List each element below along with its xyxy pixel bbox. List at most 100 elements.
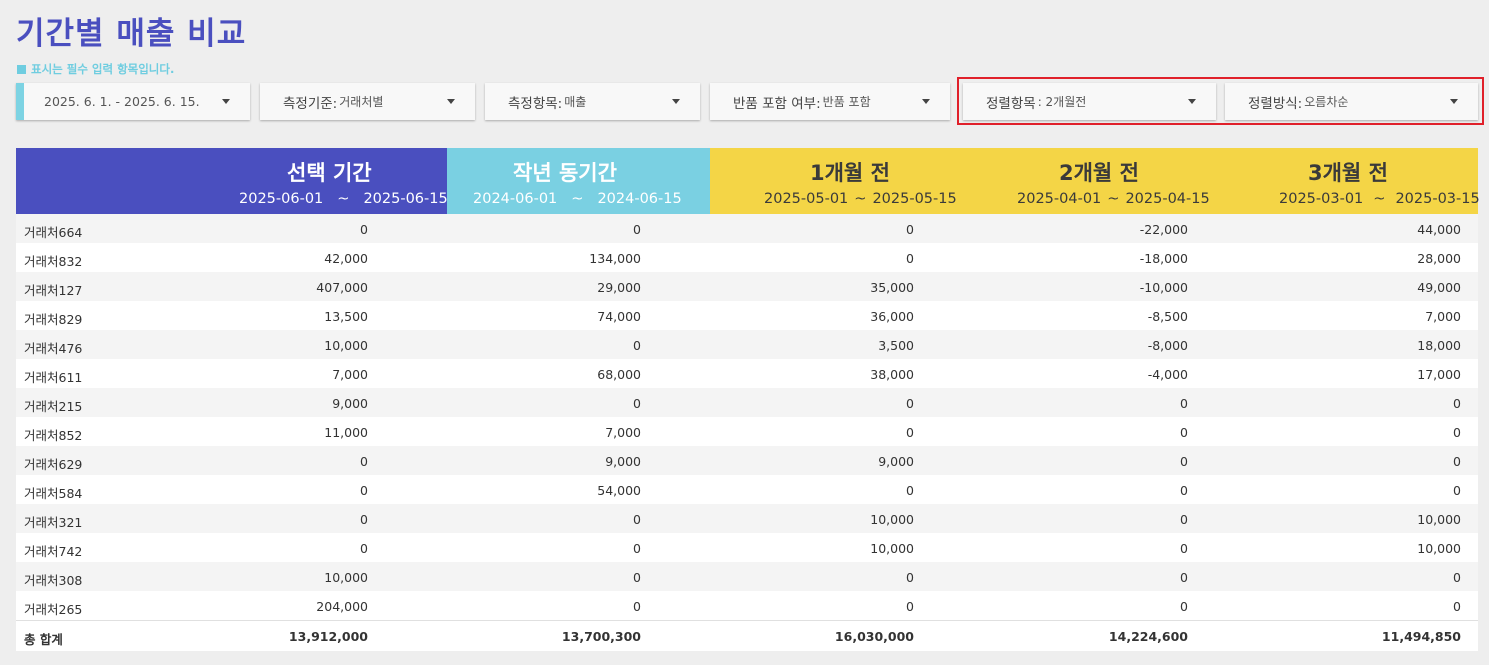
- sales-comparison-table: 선택 기간 2025-06-01 ~ 2025-06-15 작년 동기간 202…: [16, 148, 1480, 651]
- header-end-date: 2025-06-15: [363, 191, 448, 207]
- row-name: 거래처629: [24, 457, 83, 472]
- measure-basis-value: 거래처별: [339, 95, 384, 109]
- total-2-month: 14,224,600: [1108, 629, 1188, 644]
- cell-1-month: 0: [906, 570, 914, 585]
- cell-selected: 0: [360, 483, 368, 498]
- cell-3-month: 44,000: [1417, 222, 1461, 237]
- row-name: 거래처127: [24, 283, 83, 298]
- cell-1-month: 0: [906, 396, 914, 411]
- header-title: 작년 동기간: [513, 161, 617, 185]
- returns-value: 반품 포함: [822, 95, 871, 109]
- header-tilde: ~: [1107, 191, 1120, 207]
- cell-3-month: 28,000: [1417, 251, 1461, 266]
- cell-1-month: 0: [906, 599, 914, 614]
- table-row: 거래처664 0 0 0 -22,000 44,000: [16, 214, 1478, 243]
- cell-1-month: 38,000: [870, 367, 914, 382]
- row-name: 거래처308: [24, 573, 83, 588]
- cell-1-month: 10,000: [870, 541, 914, 556]
- header-title-2-month: 2개월 전: [1059, 161, 1139, 185]
- cell-selected: 42,000: [324, 251, 368, 266]
- header-end-date: 2025-03-15: [1395, 191, 1480, 207]
- header-blank-cell: [16, 148, 231, 214]
- header-tilde: ~: [1373, 191, 1386, 207]
- table-header: 선택 기간 2025-06-01 ~ 2025-06-15 작년 동기간 202…: [16, 148, 1480, 214]
- cell-last-year: 29,000: [597, 280, 641, 295]
- sort-order-dropdown[interactable]: 정렬방식: 오름차순: [1225, 83, 1478, 120]
- cell-2-month: 0: [1180, 396, 1188, 411]
- total-label: 총 합계: [24, 632, 63, 647]
- total-row: 총 합계 13,912,000 13,700,300 16,030,000 14…: [16, 620, 1478, 651]
- table-row: 거래처742 0 0 10,000 0 10,000: [16, 533, 1478, 562]
- cell-3-month: 0: [1453, 425, 1461, 440]
- cell-2-month: 0: [1180, 570, 1188, 585]
- header-dates: 2025-06-01 ~ 2025-06-15: [239, 191, 448, 207]
- cell-3-month: 17,000: [1417, 367, 1461, 382]
- sort-item-label: 정렬항목: [986, 95, 1036, 112]
- header-dates-1-month: 2025-05-01 ~ 2025-05-15: [764, 191, 957, 207]
- cell-last-year: 9,000: [605, 454, 641, 469]
- sort-order-label: 정렬방식:: [1248, 95, 1303, 112]
- header-dates: 2024-06-01 ~ 2024-06-15: [473, 191, 682, 207]
- table-row: 거래처852 11,000 7,000 0 0 0: [16, 417, 1478, 446]
- date-range-value: 2025. 6. 1. - 2025. 6. 15.: [44, 94, 200, 109]
- header-selected-period: 선택 기간 2025-06-01 ~ 2025-06-15: [231, 148, 448, 214]
- cell-2-month: 0: [1180, 425, 1188, 440]
- table-row: 거래처629 0 9,000 9,000 0 0: [16, 446, 1478, 475]
- measure-item-dropdown[interactable]: 측정항목: 매출: [485, 83, 700, 120]
- cell-1-month: 0: [906, 251, 914, 266]
- row-name: 거래처829: [24, 312, 83, 327]
- header-tilde: ~: [337, 191, 350, 207]
- cell-selected: 0: [360, 454, 368, 469]
- row-name: 거래처265: [24, 602, 83, 617]
- returns-dropdown[interactable]: 반품 포함 여부: 반품 포함: [710, 83, 950, 120]
- cell-last-year: 0: [633, 512, 641, 527]
- cell-2-month: -22,000: [1139, 222, 1188, 237]
- cell-last-year: 0: [633, 396, 641, 411]
- cell-2-month: -8,000: [1147, 338, 1188, 353]
- row-name: 거래처476: [24, 341, 83, 356]
- chevron-down-icon: [672, 99, 680, 104]
- measure-basis-dropdown[interactable]: 측정기준: 거래처별: [260, 83, 475, 120]
- cell-1-month: 3,500: [878, 338, 914, 353]
- cell-1-month: 0: [906, 483, 914, 498]
- table-row: 거래처829 13,500 74,000 36,000 -8,500 7,000: [16, 301, 1478, 330]
- row-name: 거래처742: [24, 544, 83, 559]
- cell-selected: 0: [360, 512, 368, 527]
- cell-last-year: 134,000: [589, 251, 641, 266]
- row-name: 거래처852: [24, 428, 83, 443]
- cell-3-month: 49,000: [1417, 280, 1461, 295]
- required-note: 표시는 필수 입력 항목입니다.: [17, 61, 174, 77]
- row-name: 거래처611: [24, 370, 83, 385]
- cell-3-month: 18,000: [1417, 338, 1461, 353]
- cell-selected: 204,000: [316, 599, 368, 614]
- cell-1-month: 9,000: [878, 454, 914, 469]
- cell-selected: 13,500: [324, 309, 368, 324]
- cell-last-year: 54,000: [597, 483, 641, 498]
- header-title-1-month: 1개월 전: [810, 161, 890, 185]
- header-dates-2-month: 2025-04-01 ~ 2025-04-15: [1017, 191, 1210, 207]
- cell-2-month: 0: [1180, 454, 1188, 469]
- sort-item-value: : 2개월전: [1037, 95, 1087, 109]
- cell-1-month: 35,000: [870, 280, 914, 295]
- cell-1-month: 10,000: [870, 512, 914, 527]
- header-start-date: 2025-06-01: [239, 191, 324, 207]
- table-row: 거래처308 10,000 0 0 0 0: [16, 562, 1478, 591]
- measure-item-label: 측정항목:: [508, 95, 563, 112]
- header-title-3-month: 3개월 전: [1308, 161, 1388, 185]
- cell-selected: 10,000: [324, 570, 368, 585]
- cell-last-year: 0: [633, 222, 641, 237]
- total-1-month: 16,030,000: [834, 629, 914, 644]
- cell-last-year: 0: [633, 541, 641, 556]
- cell-2-month: -4,000: [1147, 367, 1188, 382]
- table-row: 거래처584 0 54,000 0 0 0: [16, 475, 1478, 504]
- cell-2-month: 0: [1180, 599, 1188, 614]
- table-row: 거래처127 407,000 29,000 35,000 -10,000 49,000: [16, 272, 1478, 301]
- date-range-filter[interactable]: 2025. 6. 1. - 2025. 6. 15.: [16, 83, 250, 120]
- page-title: 기간별 매출 비교: [16, 16, 247, 52]
- total-selected: 13,912,000: [288, 629, 368, 644]
- row-name: 거래처832: [24, 254, 83, 269]
- sort-item-dropdown[interactable]: 정렬항목 : 2개월전: [963, 83, 1216, 120]
- row-name: 거래처664: [24, 225, 83, 240]
- header-month-comparisons: 1개월 전 2025-05-01 ~ 2025-05-15 2개월 전 2025…: [710, 148, 1480, 214]
- cell-3-month: 10,000: [1417, 541, 1461, 556]
